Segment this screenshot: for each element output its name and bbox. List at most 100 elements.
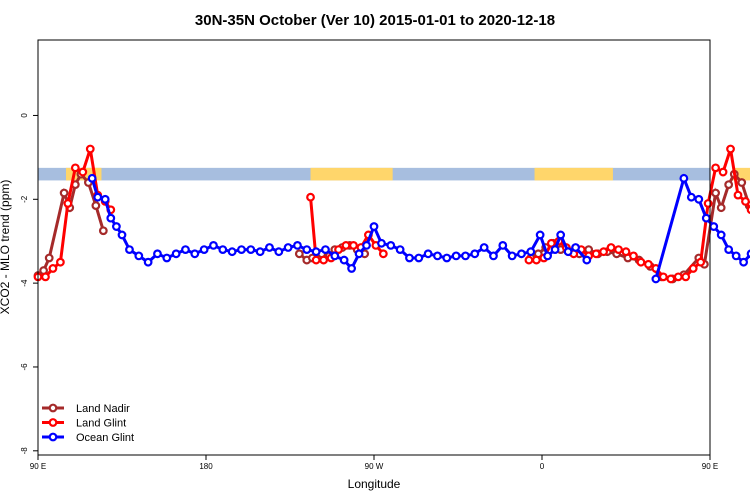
data-point <box>349 241 358 250</box>
x-tick-label: 90 E <box>30 462 46 471</box>
legend-label: Land Glint <box>76 418 126 430</box>
data-point <box>125 245 134 254</box>
data-point <box>709 222 719 231</box>
data-point <box>265 243 274 252</box>
plot-series <box>33 144 750 284</box>
data-point <box>694 194 704 204</box>
data-point <box>673 272 683 282</box>
data-point <box>489 251 498 261</box>
data-point <box>171 249 181 259</box>
legend-marker <box>48 432 58 442</box>
data-point <box>701 213 711 223</box>
data-point <box>347 264 357 273</box>
data-point <box>696 257 706 267</box>
data-point <box>451 251 461 261</box>
data-point <box>87 173 97 183</box>
data-point <box>614 245 623 254</box>
y-axis-label: XCO2 - MLO trend (ppm) <box>0 180 12 315</box>
data-point <box>306 192 315 202</box>
y-tick-label: -4 <box>20 279 29 287</box>
data-point <box>369 222 379 231</box>
series-line <box>36 171 105 277</box>
series-ocean-glint <box>87 173 750 284</box>
legend-label: Ocean Glint <box>76 432 134 444</box>
data-point <box>274 247 284 257</box>
data-point <box>294 249 304 259</box>
data-point <box>78 167 88 177</box>
data-point <box>442 253 452 263</box>
data-point <box>606 243 616 252</box>
data-point <box>629 251 638 261</box>
data-point <box>330 251 340 261</box>
series-land-glint <box>33 144 750 284</box>
land-band-segment <box>534 167 613 181</box>
data-point <box>218 245 228 254</box>
data-point <box>498 241 508 250</box>
data-point <box>117 230 127 240</box>
data-point <box>546 238 556 248</box>
x-tick-label: 0 <box>540 462 545 471</box>
data-point <box>716 203 726 213</box>
data-point <box>741 196 750 206</box>
legend-entry: Land Glint <box>42 418 126 430</box>
y-tick-label: -2 <box>20 195 29 203</box>
x-axis-label: Longitude <box>348 477 401 491</box>
data-point <box>386 241 396 250</box>
data-point <box>56 257 65 267</box>
x-axis: 90 E 180 90 W 0 90 E <box>30 455 718 471</box>
data-point <box>507 251 517 261</box>
data-point <box>543 251 552 261</box>
data-point <box>733 190 743 200</box>
data-point <box>59 188 69 198</box>
data-point <box>651 274 661 284</box>
data-point <box>517 249 526 259</box>
data-point <box>644 259 653 269</box>
data-point <box>688 264 698 273</box>
data-point <box>470 249 480 259</box>
data-point <box>550 245 560 254</box>
data-point <box>199 245 209 254</box>
data-point <box>591 249 601 259</box>
data-point <box>563 247 573 257</box>
data-point <box>98 226 108 236</box>
data-point <box>378 249 388 259</box>
data-point <box>636 257 646 267</box>
data-point <box>162 253 172 263</box>
data-point <box>311 247 321 257</box>
data-point <box>85 144 95 154</box>
data-point <box>582 255 592 265</box>
x-tick-label: 90 W <box>365 462 384 471</box>
data-point <box>362 241 371 250</box>
legend-entry: Land Nadir <box>42 403 130 415</box>
legend-label: Land Nadir <box>76 403 130 415</box>
data-point <box>571 243 580 252</box>
data-point <box>134 251 144 261</box>
data-point <box>731 251 741 261</box>
data-point <box>334 245 343 254</box>
chart-title: 30N-35N October (Ver 10) 2015-01-01 to 2… <box>195 12 555 29</box>
x-tick-label: 90 E <box>702 462 718 471</box>
data-point <box>293 241 302 250</box>
data-point <box>63 199 73 208</box>
y-tick-label: -6 <box>20 363 29 371</box>
data-point <box>100 194 110 204</box>
data-point <box>339 255 349 265</box>
data-point <box>556 230 566 240</box>
data-point <box>746 205 750 215</box>
data-point <box>739 257 748 267</box>
data-point <box>679 173 689 183</box>
data-point <box>423 249 433 259</box>
data-point <box>70 163 80 173</box>
data-point <box>532 255 541 265</box>
data-point <box>41 272 50 282</box>
data-point <box>209 241 218 250</box>
data-point <box>341 241 351 250</box>
data-point <box>666 274 676 284</box>
data-point <box>711 163 720 173</box>
land-band-segment <box>310 167 393 181</box>
data-point <box>302 245 312 254</box>
data-point <box>479 243 489 252</box>
data-point <box>93 192 103 202</box>
data-point <box>111 222 121 231</box>
